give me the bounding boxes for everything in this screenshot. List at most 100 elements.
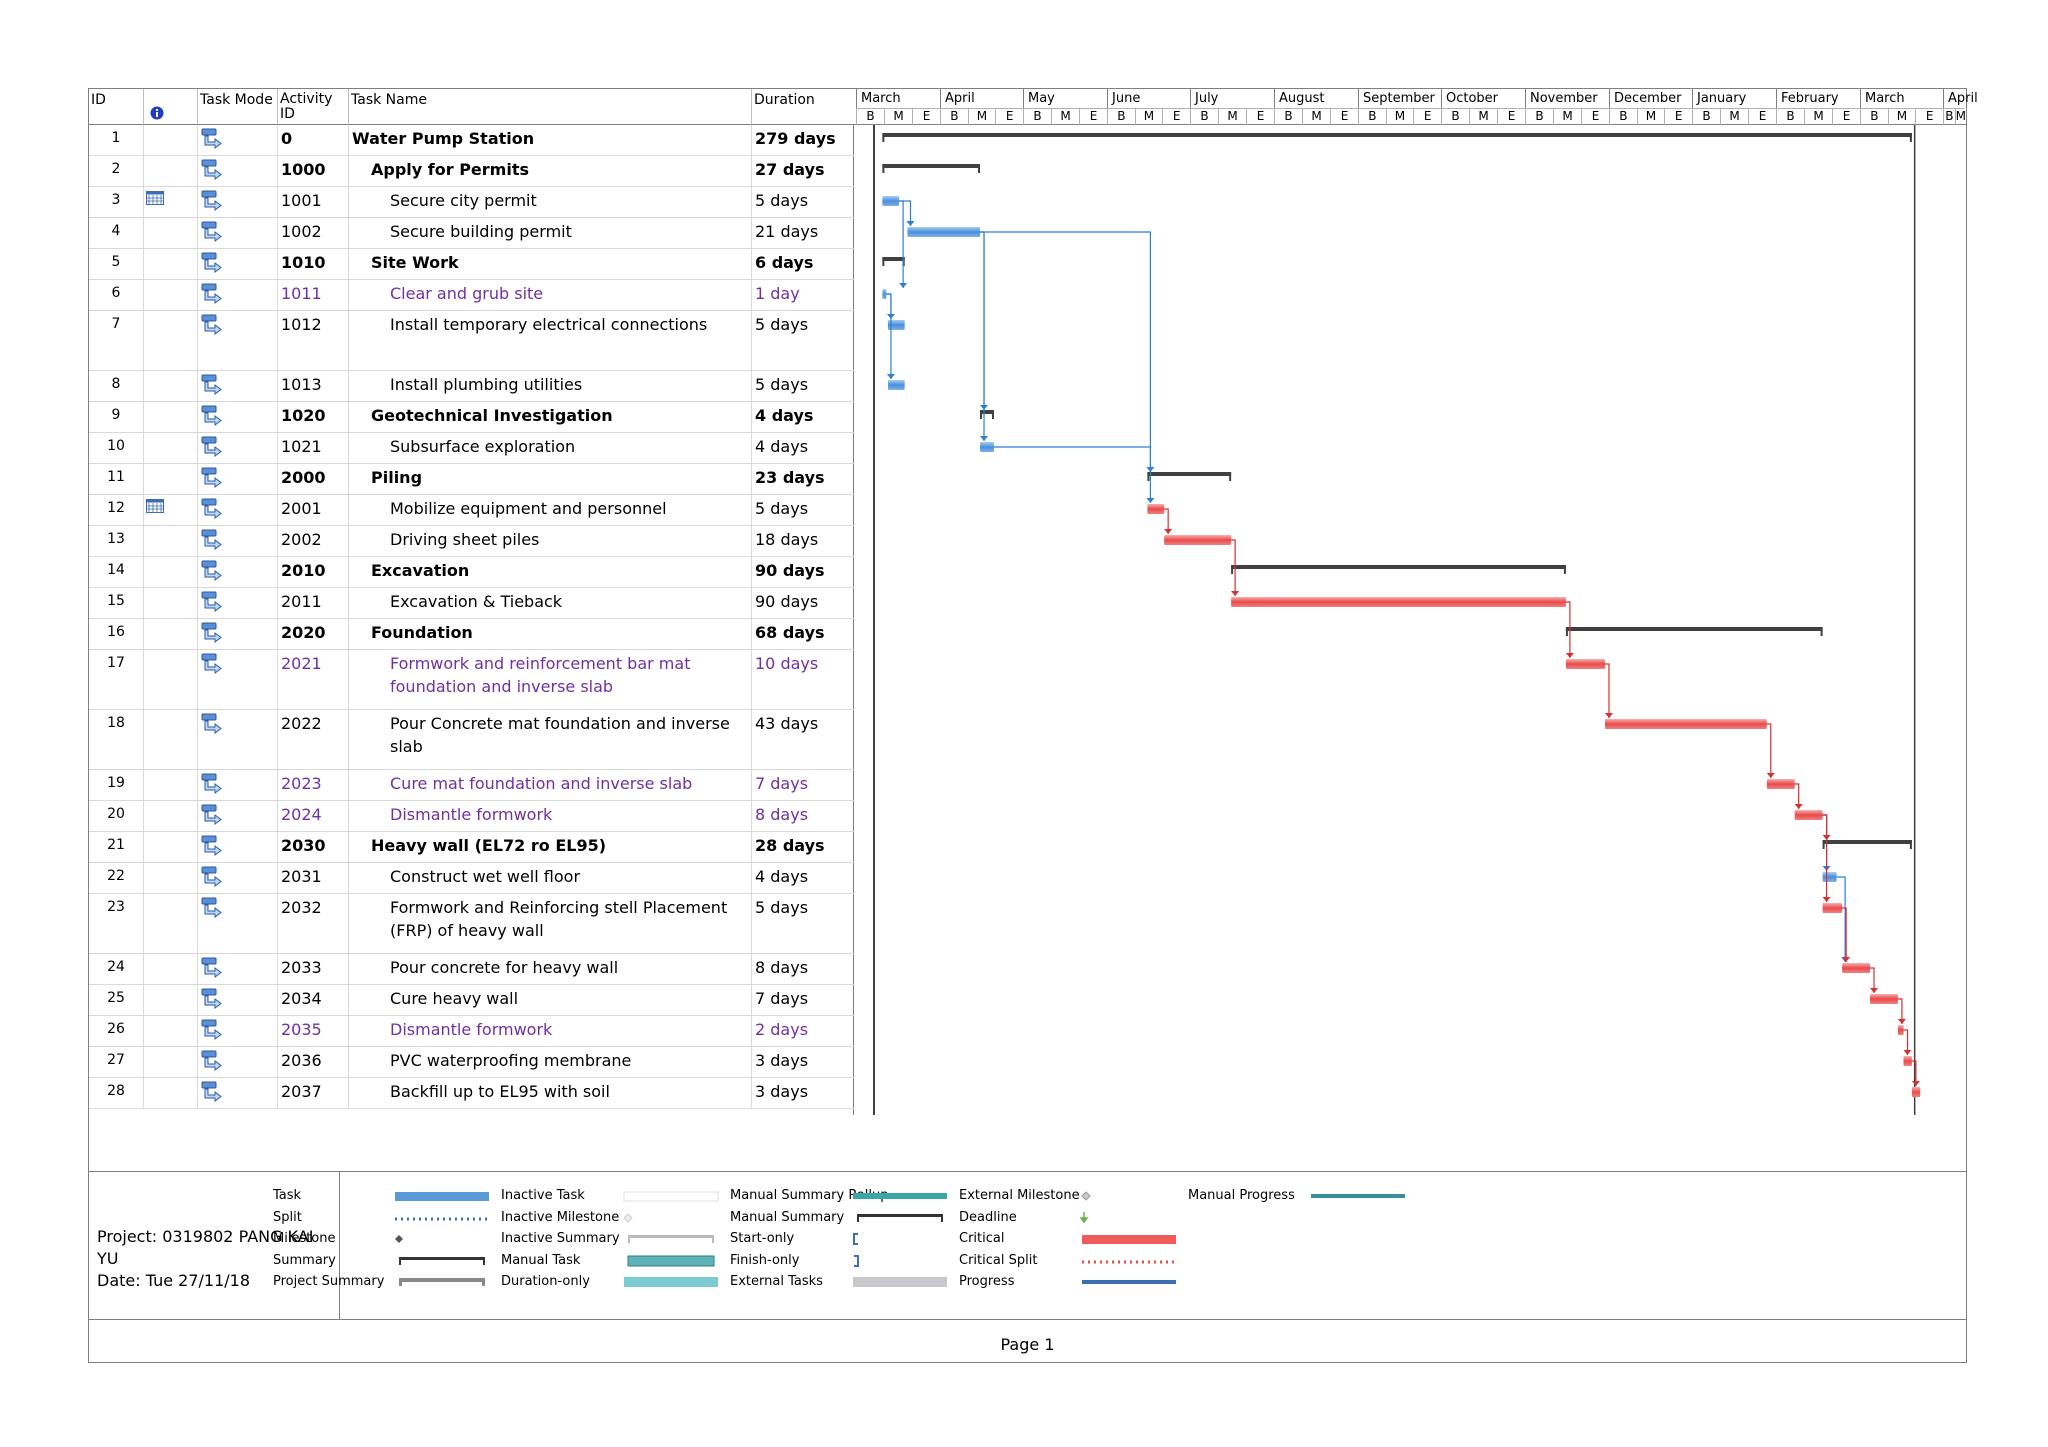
task-mode-cell[interactable] [198, 954, 278, 984]
header-task-name[interactable]: Task Name [349, 89, 752, 125]
task-row[interactable]: 27 2036 PVC waterproofing membrane 3 days [89, 1047, 854, 1078]
task-activity-id[interactable]: 2021 [278, 650, 349, 709]
task-mode-cell[interactable] [198, 801, 278, 831]
task-duration[interactable]: 6 days [755, 253, 814, 272]
task-row[interactable]: 3 1001 Secure city permit 5 days [89, 187, 854, 218]
task-name[interactable]: Cure heavy wall [349, 985, 752, 1015]
task-activity-id[interactable]: 1013 [278, 371, 349, 401]
task-activity-id[interactable]: 2020 [278, 619, 349, 649]
task-activity-id[interactable]: 1002 [278, 218, 349, 248]
task-name[interactable]: Piling [349, 464, 752, 494]
task-activity-id[interactable]: 1020 [278, 402, 349, 432]
task-mode-cell[interactable] [198, 894, 278, 953]
task-duration[interactable]: 28 days [755, 836, 825, 855]
task-name[interactable]: Pour Concrete mat foundation and inverse… [349, 710, 752, 769]
task-activity-id[interactable]: 2030 [278, 832, 349, 862]
task-row[interactable]: 15 2011 Excavation & Tieback 90 days [89, 588, 854, 619]
task-name[interactable]: Heavy wall (EL72 ro EL95) [349, 832, 752, 862]
task-activity-id[interactable]: 2000 [278, 464, 349, 494]
task-mode-cell[interactable] [198, 526, 278, 556]
task-name[interactable]: Secure city permit [349, 187, 752, 217]
task-mode-cell[interactable] [198, 464, 278, 494]
task-name[interactable]: Geotechnical Investigation [349, 402, 752, 432]
task-row[interactable]: 5 1010 Site Work 6 days [89, 249, 854, 280]
task-duration[interactable]: 5 days [755, 898, 809, 917]
header-id[interactable]: ID [89, 89, 144, 125]
header-activity-id[interactable]: Activity ID [278, 89, 349, 125]
task-name[interactable]: Install plumbing utilities [349, 371, 752, 401]
task-activity-id[interactable]: 2002 [278, 526, 349, 556]
task-name[interactable]: Foundation [349, 619, 752, 649]
task-activity-id[interactable]: 1010 [278, 249, 349, 279]
task-name[interactable]: Install temporary electrical connections [349, 311, 752, 370]
task-activity-id[interactable]: 2011 [278, 588, 349, 618]
task-mode-cell[interactable] [198, 863, 278, 893]
task-activity-id[interactable]: 2022 [278, 710, 349, 769]
task-duration[interactable]: 5 days [755, 191, 809, 210]
task-name[interactable]: Backfill up to EL95 with soil [349, 1078, 752, 1108]
task-mode-cell[interactable] [198, 1016, 278, 1046]
task-row[interactable]: 16 2020 Foundation 68 days [89, 619, 854, 650]
task-activity-id[interactable]: 1021 [278, 433, 349, 463]
task-mode-cell[interactable] [198, 710, 278, 769]
task-duration[interactable]: 10 days [755, 654, 819, 673]
task-duration[interactable]: 43 days [755, 714, 819, 733]
task-row[interactable]: 12 2001 Mobilize equipment and personnel 5… [89, 495, 854, 526]
task-mode-cell[interactable] [198, 1047, 278, 1077]
task-duration[interactable]: 3 days [755, 1082, 809, 1101]
task-mode-cell[interactable] [198, 371, 278, 401]
task-duration[interactable]: 8 days [755, 805, 809, 824]
task-row[interactable]: 20 2024 Dismantle formwork 8 days [89, 801, 854, 832]
task-duration[interactable]: 21 days [755, 222, 819, 241]
task-row[interactable]: 11 2000 Piling 23 days [89, 464, 854, 495]
task-mode-cell[interactable] [198, 619, 278, 649]
task-mode-cell[interactable] [198, 249, 278, 279]
task-mode-cell[interactable] [198, 187, 278, 217]
task-activity-id[interactable]: 2037 [278, 1078, 349, 1108]
task-mode-cell[interactable] [198, 125, 278, 155]
header-task-mode[interactable]: Task Mode [198, 89, 278, 125]
task-duration[interactable]: 2 days [755, 1020, 809, 1039]
task-name[interactable]: Dismantle formwork [349, 1016, 752, 1046]
task-row[interactable]: 22 2031 Construct wet well floor 4 days [89, 863, 854, 894]
task-row[interactable]: 21 2030 Heavy wall (EL72 ro EL95) 28 days [89, 832, 854, 863]
task-row[interactable]: 26 2035 Dismantle formwork 2 days [89, 1016, 854, 1047]
task-duration[interactable]: 279 days [755, 129, 836, 148]
task-activity-id[interactable]: 2035 [278, 1016, 349, 1046]
task-duration[interactable]: 4 days [755, 437, 809, 456]
task-duration[interactable]: 4 days [755, 406, 814, 425]
task-row[interactable]: 6 1011 Clear and grub site 1 day [89, 280, 854, 311]
task-activity-id[interactable]: 2010 [278, 557, 349, 587]
task-row[interactable]: 18 2022 Pour Concrete mat foundation and … [89, 710, 854, 770]
task-duration[interactable]: 18 days [755, 530, 819, 549]
task-activity-id[interactable]: 2023 [278, 770, 349, 800]
task-mode-cell[interactable] [198, 218, 278, 248]
task-mode-cell[interactable] [198, 433, 278, 463]
task-mode-cell[interactable] [198, 280, 278, 310]
task-duration[interactable]: 3 days [755, 1051, 809, 1070]
task-duration[interactable]: 90 days [755, 592, 819, 611]
task-activity-id[interactable]: 1001 [278, 187, 349, 217]
task-duration[interactable]: 1 day [755, 284, 800, 303]
task-duration[interactable]: 5 days [755, 499, 809, 518]
task-duration[interactable]: 27 days [755, 160, 825, 179]
task-mode-cell[interactable] [198, 650, 278, 709]
task-row[interactable]: 14 2010 Excavation 90 days [89, 557, 854, 588]
task-row[interactable]: 7 1012 Install temporary electrical conne… [89, 311, 854, 371]
task-row[interactable]: 2 1000 Apply for Permits 27 days [89, 156, 854, 187]
task-activity-id[interactable]: 0 [278, 125, 349, 155]
task-mode-cell[interactable] [198, 770, 278, 800]
task-activity-id[interactable]: 2024 [278, 801, 349, 831]
task-duration[interactable]: 5 days [755, 315, 809, 334]
task-mode-cell[interactable] [198, 557, 278, 587]
task-row[interactable]: 10 1021 Subsurface exploration 4 days [89, 433, 854, 464]
task-mode-cell[interactable] [198, 985, 278, 1015]
task-name[interactable]: Mobilize equipment and personnel [349, 495, 752, 525]
task-name[interactable]: Dismantle formwork [349, 801, 752, 831]
task-name[interactable]: Excavation [349, 557, 752, 587]
task-name[interactable]: Subsurface exploration [349, 433, 752, 463]
task-name[interactable]: Formwork and reinforcement bar mat found… [349, 650, 752, 709]
task-name[interactable]: Clear and grub site [349, 280, 752, 310]
task-name[interactable]: PVC waterproofing membrane [349, 1047, 752, 1077]
header-indicators[interactable] [144, 89, 198, 125]
